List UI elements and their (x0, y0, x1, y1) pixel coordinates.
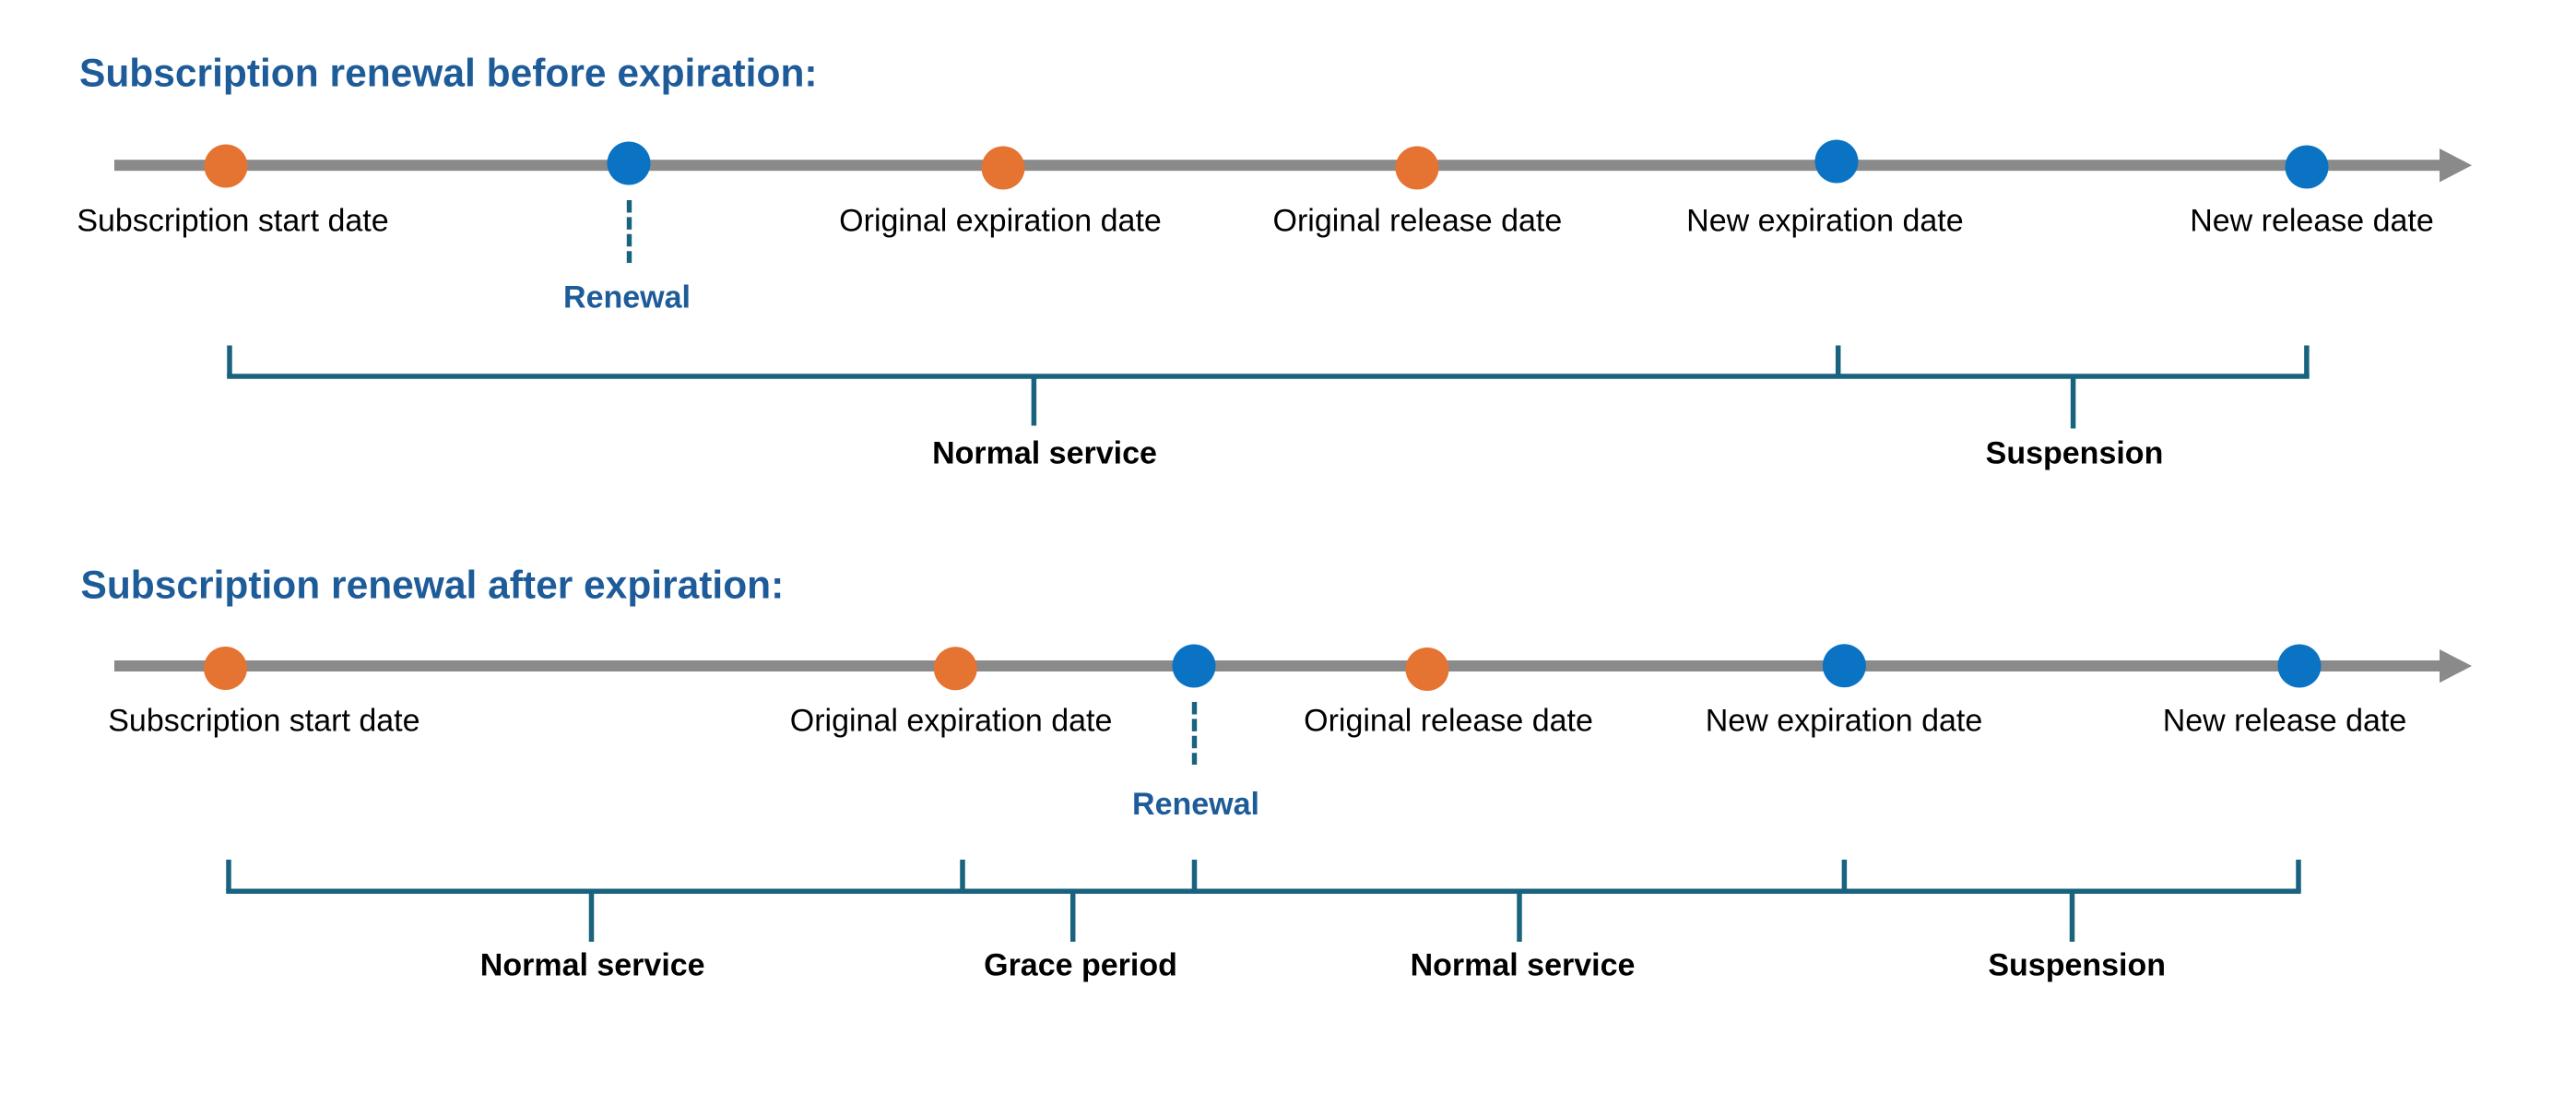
svg-text:New release date: New release date (2190, 204, 2434, 239)
svg-text:Original expiration date: Original expiration date (839, 204, 1162, 239)
svg-text:Subscription start date: Subscription start date (108, 704, 419, 739)
svg-text:Suspension: Suspension (1986, 436, 2164, 471)
svg-text:New expiration date: New expiration date (1686, 204, 1964, 239)
svg-text:Subscription renewal before ex: Subscription renewal before expiration: (79, 53, 818, 96)
svg-text:Normal service: Normal service (1411, 948, 1636, 983)
svg-text:Normal service: Normal service (932, 436, 1157, 471)
svg-text:New expiration date: New expiration date (1706, 704, 1983, 739)
svg-text:Suspension: Suspension (1988, 948, 2166, 983)
svg-text:Original release date: Original release date (1273, 204, 1563, 239)
svg-text:Original release date: Original release date (1304, 704, 1593, 739)
svg-text:Grace period: Grace period (984, 948, 1177, 983)
svg-text:Renewal: Renewal (1132, 787, 1259, 822)
svg-text:New release date: New release date (2163, 704, 2407, 739)
svg-text:Normal service: Normal service (480, 948, 705, 983)
svg-text:Subscription renewal after exp: Subscription renewal after expiration: (81, 564, 785, 608)
svg-text:Original expiration date: Original expiration date (790, 704, 1113, 739)
svg-text:Renewal: Renewal (563, 279, 691, 315)
svg-text:Subscription start date: Subscription start date (77, 204, 388, 239)
